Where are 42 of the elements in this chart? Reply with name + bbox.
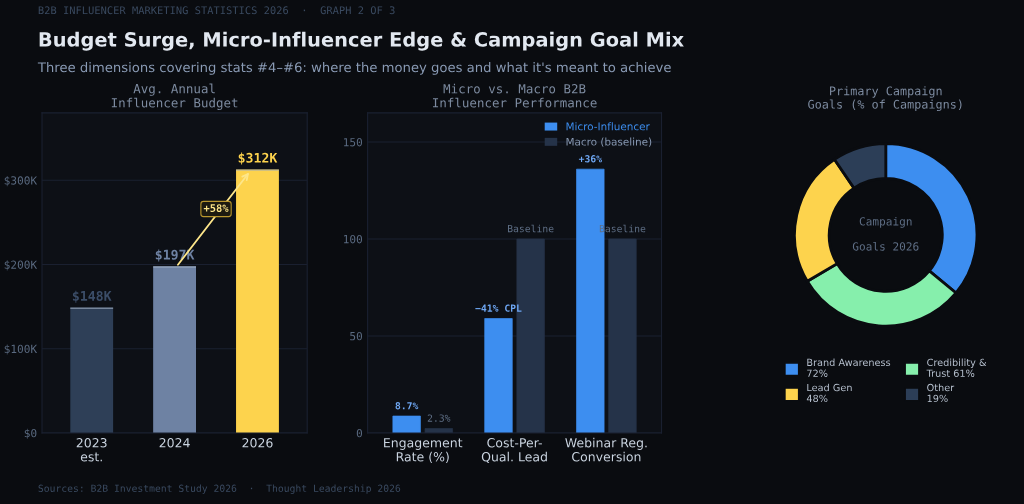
data-label: $312K bbox=[238, 152, 278, 165]
text: Budget Surge, Micro-Influencer Edge & Campaign Goal Mix bbox=[39, 31, 684, 51]
data-label: 2.3% bbox=[427, 414, 451, 422]
x-tick-label: 2024 bbox=[159, 438, 190, 448]
x-tick-label: Webinar Reg. Conversion bbox=[565, 437, 647, 462]
x-tick-label: 2023 est. bbox=[76, 438, 107, 462]
data-label: Baseline bbox=[508, 224, 554, 233]
legend-label: Micro-Influencer bbox=[566, 122, 650, 131]
y-tick-label: $300K bbox=[4, 176, 38, 187]
legend-label: Credibility & Trust 61% bbox=[926, 358, 987, 377]
text: B2B INFLUENCER MARKETING STATISTICS 2026 · GRAPH 2 OF 3 bbox=[38, 6, 395, 15]
y-tick-label: $200K bbox=[4, 260, 38, 271]
x-tick-label: Engagement Rate (%) bbox=[384, 438, 463, 463]
y-tick-label: 50 bbox=[350, 331, 363, 341]
annotation: +58% bbox=[203, 204, 229, 213]
chart-title: Avg. Annual Influencer Budget bbox=[111, 83, 238, 111]
text: Campaign Goals 2026 bbox=[852, 216, 919, 251]
y-tick-label: $100K bbox=[4, 344, 38, 355]
x-tick-label: Cost-Per- Qual. Lead bbox=[481, 438, 547, 463]
legend-label: Other 19% bbox=[927, 383, 955, 403]
legend-label: Macro (baseline) bbox=[566, 137, 652, 147]
y-tick-label: 100 bbox=[344, 234, 363, 244]
data-label: $148K bbox=[72, 290, 112, 303]
y-tick-label: 0 bbox=[356, 428, 363, 438]
data-label: 8.7% bbox=[395, 402, 419, 410]
bar bbox=[236, 169, 279, 433]
legend-label: Brand Awareness 72% bbox=[807, 358, 891, 377]
chart-title: Micro vs. Macro B2B Influencer Performance bbox=[433, 83, 597, 108]
legend-label: Lead Gen 48% bbox=[806, 383, 852, 403]
y-tick-label: $0 bbox=[24, 428, 37, 439]
x-tick-label: 2026 bbox=[242, 438, 273, 448]
text: Three dimensions covering stats #4–#6: where the money goes and what it's meant to achieve bbox=[37, 61, 671, 75]
bar bbox=[392, 415, 421, 433]
annotation: −41% CPL bbox=[475, 304, 522, 312]
bar bbox=[608, 238, 637, 433]
bar bbox=[484, 318, 513, 433]
source-note: Sources: B2B Investment Study 2026 · Thought Leadership 2026 bbox=[38, 484, 401, 494]
bar bbox=[153, 266, 197, 433]
chart-title: Primary Campaign Goals (% of Campaigns) bbox=[808, 86, 962, 112]
bar bbox=[70, 307, 114, 433]
y-tick-label: 150 bbox=[344, 137, 363, 147]
annotation: +36% bbox=[578, 155, 602, 163]
